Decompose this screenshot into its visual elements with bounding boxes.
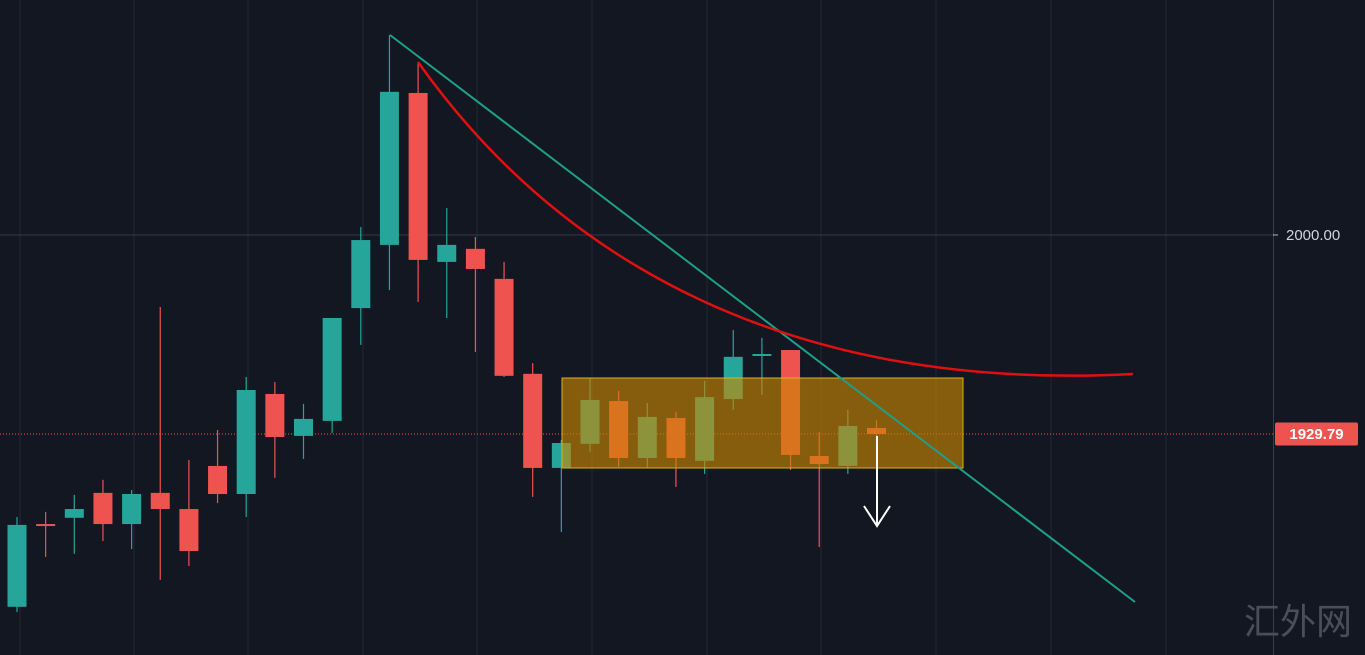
watermark: 汇外网 (1244, 602, 1352, 643)
trend-line (389, 34, 1136, 603)
candle-body (379, 91, 399, 245)
arrow-head (863, 505, 891, 528)
candle-body (265, 393, 285, 438)
candle-body (122, 494, 142, 525)
candle-body (465, 248, 485, 269)
candle-body (408, 92, 428, 260)
candle-body (523, 373, 543, 468)
candle-body (93, 492, 113, 525)
time-grid (19, 0, 1167, 655)
candle-body (322, 318, 342, 421)
candle-body (437, 244, 457, 262)
drawings (389, 34, 1136, 603)
candle-body (236, 389, 256, 495)
candle-body (208, 465, 228, 495)
last-price-box (1275, 422, 1358, 446)
candle-body (150, 492, 170, 510)
range-box (561, 377, 964, 469)
candle-body (36, 524, 56, 527)
candle-body (64, 509, 84, 518)
candle-body (351, 240, 371, 309)
candle-body (752, 354, 772, 356)
last-price-label: 1929.79 (1289, 426, 1343, 443)
curve (416, 61, 1134, 377)
candle-body (7, 524, 27, 607)
candle-body (179, 509, 199, 551)
y-tick-label: 2000.00 (1286, 227, 1340, 244)
candle-body (494, 278, 514, 376)
price-axis: 2000.00 1929.79 (1273, 227, 1358, 446)
candle-body (294, 418, 313, 436)
